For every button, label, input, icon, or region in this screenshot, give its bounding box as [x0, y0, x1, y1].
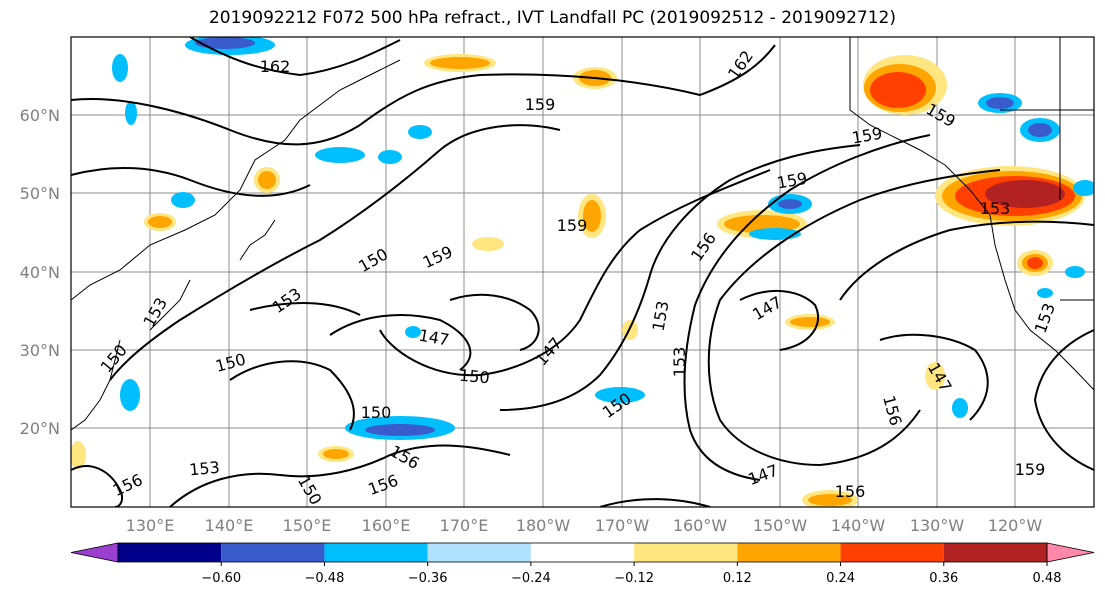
colorbar-frame: [117, 542, 1048, 563]
colorbar-tick-label: 0.36: [929, 571, 958, 586]
latitude-axis: 60°N 50°N 40°N 30°N 20°N: [20, 106, 60, 438]
coastlines: [71, 37, 1094, 431]
colorbar-segment: [324, 543, 428, 562]
lon-tick-label: 170°W: [595, 516, 650, 535]
colorbar-tick-label: 0.12: [723, 571, 752, 586]
colorbar-segment: [530, 543, 635, 562]
lon-tick-label: 170°E: [440, 516, 489, 535]
contour-value-label: 159: [557, 216, 588, 235]
contour-value-label: 159: [1015, 460, 1046, 479]
colorbar-tick-label: −0.48: [305, 571, 345, 586]
colorbar-tick-label: 0.24: [826, 571, 855, 586]
contour-value-label: 159: [525, 95, 556, 114]
lat-tick-label: 60°N: [20, 106, 60, 125]
lon-tick-label: 180°W: [516, 516, 571, 535]
colorbar-segment: [737, 543, 841, 562]
contour-value-label: 153: [188, 458, 220, 480]
colorbar-segment: [840, 543, 944, 562]
map-frame: [70, 36, 1095, 508]
lon-tick-label: 160°W: [673, 516, 728, 535]
colorbar-segment: [221, 543, 325, 562]
lon-tick-label: 140°W: [831, 516, 886, 535]
colorbar-extend-min: [70, 542, 119, 563]
contour-value-label: 153: [980, 199, 1011, 218]
shaded-anomalies: [71, 37, 1094, 507]
lon-tick-label: 140°E: [205, 516, 254, 535]
colorbar: −0.60 −0.48 −0.36 −0.24 −0.12 0.12 0.24 0.36 0.4…: [70, 542, 1095, 586]
contour-value-label: 153: [670, 347, 689, 378]
lon-tick-label: 130°E: [126, 516, 175, 535]
lon-tick-label: 150°E: [283, 516, 332, 535]
lat-tick-label: 40°N: [20, 263, 60, 282]
refractivity-contours: [71, 37, 1094, 507]
contour-value-label: 156: [835, 482, 866, 501]
colorbar-extend-max: [1046, 542, 1095, 563]
colorbar-segment: [118, 543, 222, 562]
contour-labels: 162 1621591591591591591591531501501531531…: [97, 47, 1059, 508]
map-title: 2019092212 F072 500 hPa refract., IVT La…: [208, 8, 896, 28]
colorbar-tick-label: −0.12: [614, 571, 654, 586]
colorbar-segment: [634, 543, 738, 562]
lon-tick-label: 160°E: [362, 516, 411, 535]
longitude-axis: 130°E 140°E 150°E 160°E 170°E 180°W 170°W 160°W…: [126, 516, 1043, 535]
colorbar-tick-label: −0.36: [408, 571, 448, 586]
lon-tick-label: 150°W: [753, 516, 808, 535]
colorbar-segment: [943, 543, 1047, 562]
lat-tick-label: 30°N: [20, 341, 60, 360]
contour-value-label: 150: [361, 403, 392, 422]
colorbar-tick-label: −0.24: [511, 571, 551, 586]
lat-tick-label: 20°N: [20, 419, 60, 438]
colorbar-tick-label: −0.60: [201, 571, 241, 586]
contour-value-label: 150: [458, 366, 490, 388]
lon-tick-label: 130°W: [910, 516, 965, 535]
colorbar-tick-label: 0.48: [1033, 571, 1062, 586]
colorbar-segment: [427, 543, 531, 562]
lat-tick-label: 50°N: [20, 184, 60, 203]
contour-value-label: 162: [260, 57, 291, 76]
lon-tick-label: 120°W: [988, 516, 1043, 535]
